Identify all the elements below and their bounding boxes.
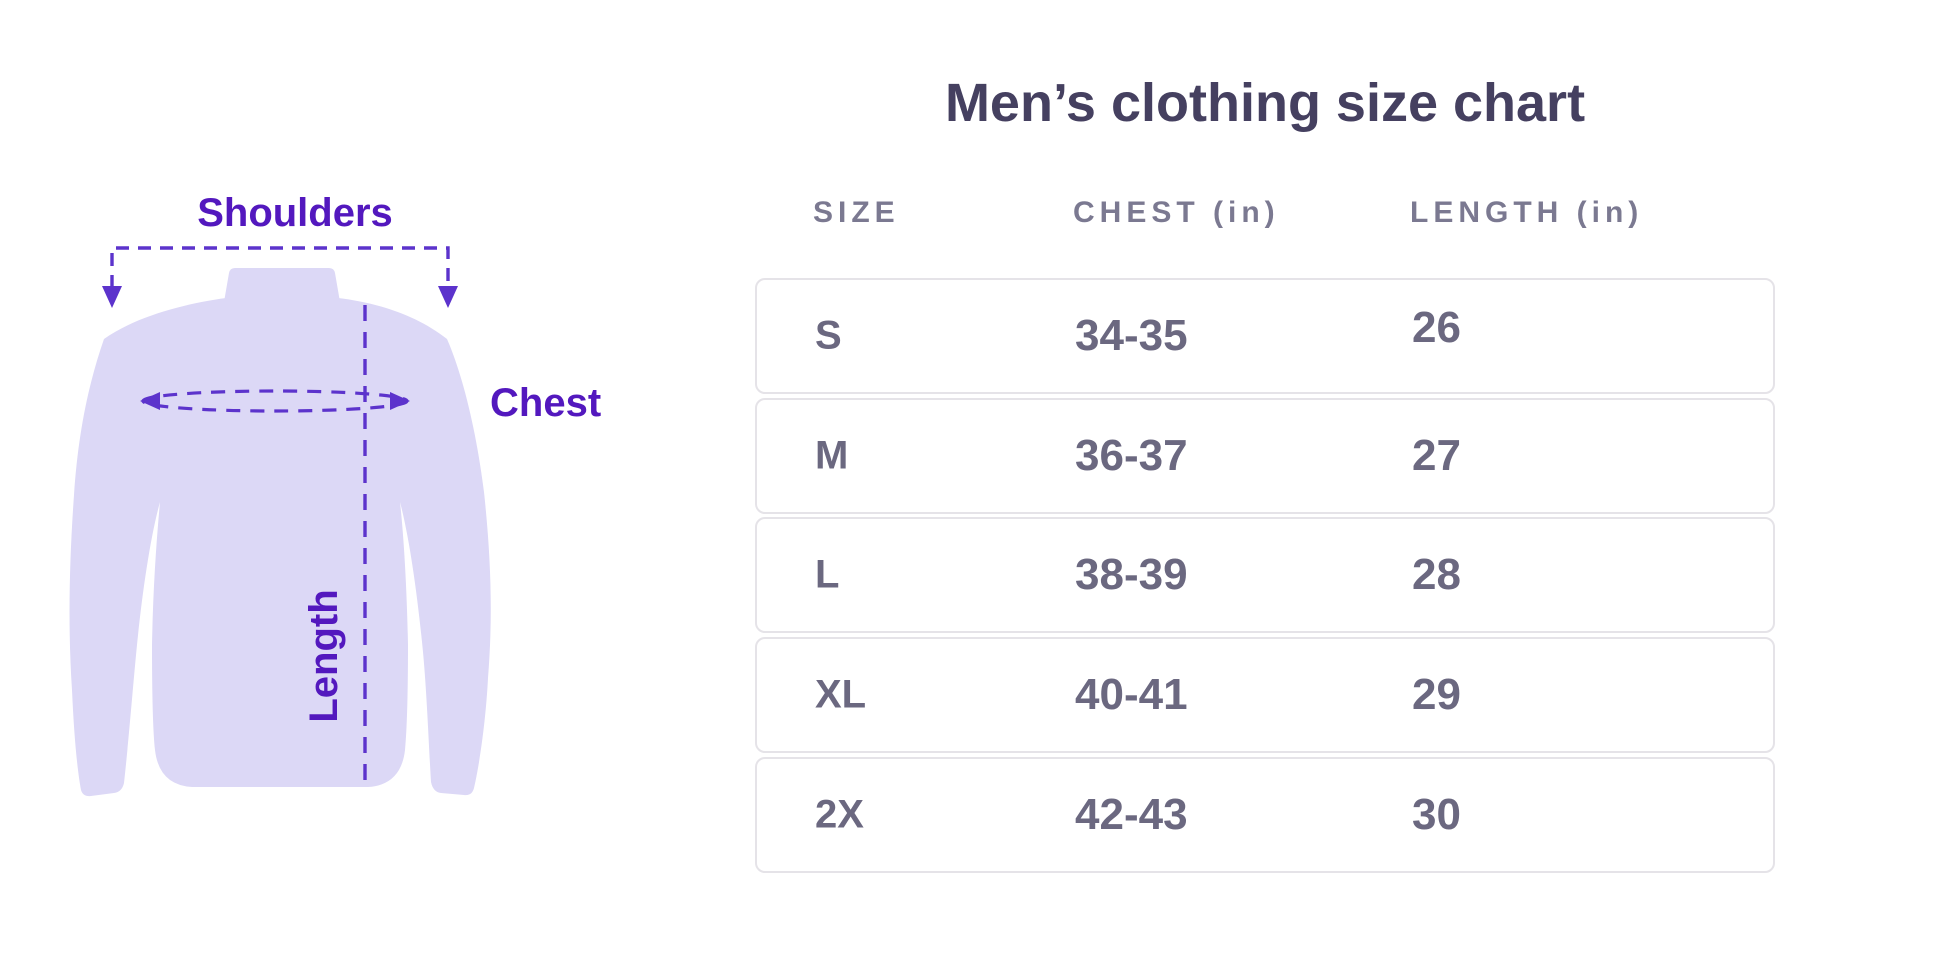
length-measure: Length [302,305,367,790]
column-header-size: SIZE [813,196,900,229]
chest-label: Chest [490,381,601,425]
chest-value: 40-41 [1075,670,1188,719]
chest-measure: Chest [140,381,601,425]
shirt-measurement-diagram: Shoulders Chest Length [69,191,601,797]
column-header-length: LENGTH (in) [1410,196,1644,229]
chest-arrow-right-icon [390,392,410,410]
chest-value: 38-39 [1075,550,1188,599]
table-row-s: S 34-35 26 [755,278,1775,394]
chest-value: 42-43 [1075,790,1188,839]
table-header: SIZE CHEST (in) LENGTH (in) [755,196,1775,240]
shirt-body-shape [69,298,491,797]
size-value: L [815,552,840,597]
length-value: 30 [1412,790,1461,839]
table-row-xl: XL 40-41 29 [755,637,1775,753]
shoulders-bracket-line [110,246,450,288]
shoulders-arrow-right-icon [438,286,458,308]
shoulders-measure: Shoulders [102,191,458,308]
table-row-m: M 36-37 27 [755,398,1775,514]
shoulders-label: Shoulders [197,191,393,235]
chest-arrow-left-icon [140,392,160,410]
length-label: Length [302,589,346,722]
page-title: Men’s clothing size chart [944,73,1586,133]
size-value: 2X [815,792,864,837]
length-value: 27 [1412,431,1461,480]
length-value: 28 [1412,550,1461,599]
size-value: XL [815,672,867,717]
table-row-2x: 2X 42-43 30 [755,757,1775,873]
chest-value: 34-35 [1075,311,1188,360]
size-value: S [815,313,842,358]
chest-value: 36-37 [1075,431,1188,480]
column-header-chest: CHEST (in) [1073,196,1280,229]
table-row-l: L 38-39 28 [755,517,1775,633]
shoulders-arrow-left-icon [102,286,122,308]
size-value: M [815,433,849,478]
length-value: 26 [1412,303,1461,352]
length-value: 29 [1412,670,1461,719]
